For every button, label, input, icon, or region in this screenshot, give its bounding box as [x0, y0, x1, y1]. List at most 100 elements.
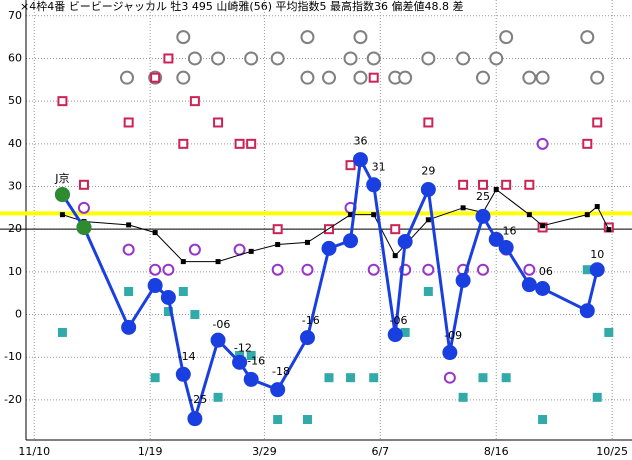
- point: [178, 286, 188, 296]
- point: [243, 371, 259, 387]
- chart-title: ×4枠4番 ビービージャッカル 牡3 495 山崎雅(56) 平均指数5 最高指…: [20, 0, 463, 13]
- point: [150, 373, 160, 383]
- annotation: -14: [178, 350, 196, 363]
- point: [443, 371, 456, 384]
- annotation: 31: [372, 160, 386, 173]
- annotation: 06: [539, 265, 553, 278]
- point: [271, 263, 284, 276]
- point: [78, 179, 89, 190]
- point: [536, 137, 549, 150]
- x-tick-label: 1/19: [138, 445, 163, 458]
- point: [187, 411, 203, 427]
- point: [526, 212, 532, 218]
- point: [160, 289, 176, 305]
- point: [589, 262, 605, 278]
- point: [498, 240, 514, 256]
- point: [124, 286, 134, 296]
- point: [121, 319, 137, 335]
- y-tick-label: 0: [15, 308, 22, 321]
- annotation: -06: [212, 318, 230, 331]
- x-tick-label: 10/25: [596, 445, 628, 458]
- point: [523, 263, 536, 276]
- point: [456, 51, 471, 66]
- point: [246, 138, 257, 149]
- point: [353, 70, 368, 85]
- point: [299, 330, 315, 346]
- y-tick-label: 10: [8, 265, 22, 278]
- point: [501, 373, 511, 383]
- point: [348, 212, 354, 218]
- point: [489, 51, 504, 66]
- point: [270, 382, 286, 398]
- point: [371, 212, 377, 218]
- point: [213, 392, 223, 402]
- point: [392, 253, 398, 259]
- point: [475, 208, 491, 224]
- point: [122, 243, 135, 256]
- annotation: 25: [476, 190, 490, 203]
- point: [304, 239, 310, 245]
- point: [535, 70, 550, 85]
- point: [442, 345, 458, 361]
- point: [606, 227, 612, 233]
- point: [189, 96, 200, 107]
- annotation: 10: [590, 248, 604, 261]
- annotation: -12: [234, 342, 252, 355]
- point: [163, 53, 174, 64]
- x-tick-label: 6/7: [371, 445, 389, 458]
- point: [477, 179, 488, 190]
- point: [420, 181, 436, 197]
- point: [321, 240, 337, 256]
- point: [301, 263, 314, 276]
- y-tick-label: 30: [8, 179, 22, 192]
- annotation: -06: [390, 314, 408, 327]
- point: [188, 243, 201, 256]
- point: [387, 327, 403, 343]
- point: [579, 303, 595, 319]
- point: [176, 30, 191, 45]
- point: [248, 248, 254, 254]
- point: [352, 152, 368, 168]
- point: [390, 224, 401, 235]
- point: [77, 201, 90, 214]
- point: [270, 51, 285, 66]
- point: [178, 138, 189, 149]
- point: [76, 219, 92, 235]
- annotation: -16: [302, 314, 320, 327]
- y-tick-label: 60: [8, 51, 22, 64]
- point: [324, 373, 334, 383]
- point: [478, 373, 488, 383]
- point: [176, 70, 191, 85]
- point: [423, 117, 434, 128]
- point: [398, 70, 413, 85]
- point: [423, 286, 433, 296]
- point: [57, 96, 68, 107]
- point: [535, 280, 551, 296]
- point: [422, 263, 435, 276]
- point: [57, 327, 67, 337]
- point: [152, 230, 158, 236]
- point: [213, 117, 224, 128]
- point: [540, 223, 546, 229]
- annotation: -25: [189, 393, 207, 406]
- point: [59, 212, 65, 218]
- point: [272, 224, 283, 235]
- x-tick-label: 11/10: [18, 445, 50, 458]
- point: [210, 332, 226, 348]
- point: [324, 224, 334, 235]
- point: [476, 263, 489, 276]
- point: [150, 72, 161, 83]
- annotation: -18: [272, 365, 290, 378]
- point: [421, 51, 436, 66]
- y-tick-label: 70: [8, 9, 22, 22]
- point: [521, 277, 537, 293]
- point: [345, 160, 356, 171]
- point: [273, 415, 283, 425]
- point: [300, 30, 315, 45]
- point: [343, 51, 358, 66]
- point: [367, 263, 380, 276]
- point: [120, 70, 134, 85]
- point: [522, 70, 537, 85]
- point: [538, 415, 548, 425]
